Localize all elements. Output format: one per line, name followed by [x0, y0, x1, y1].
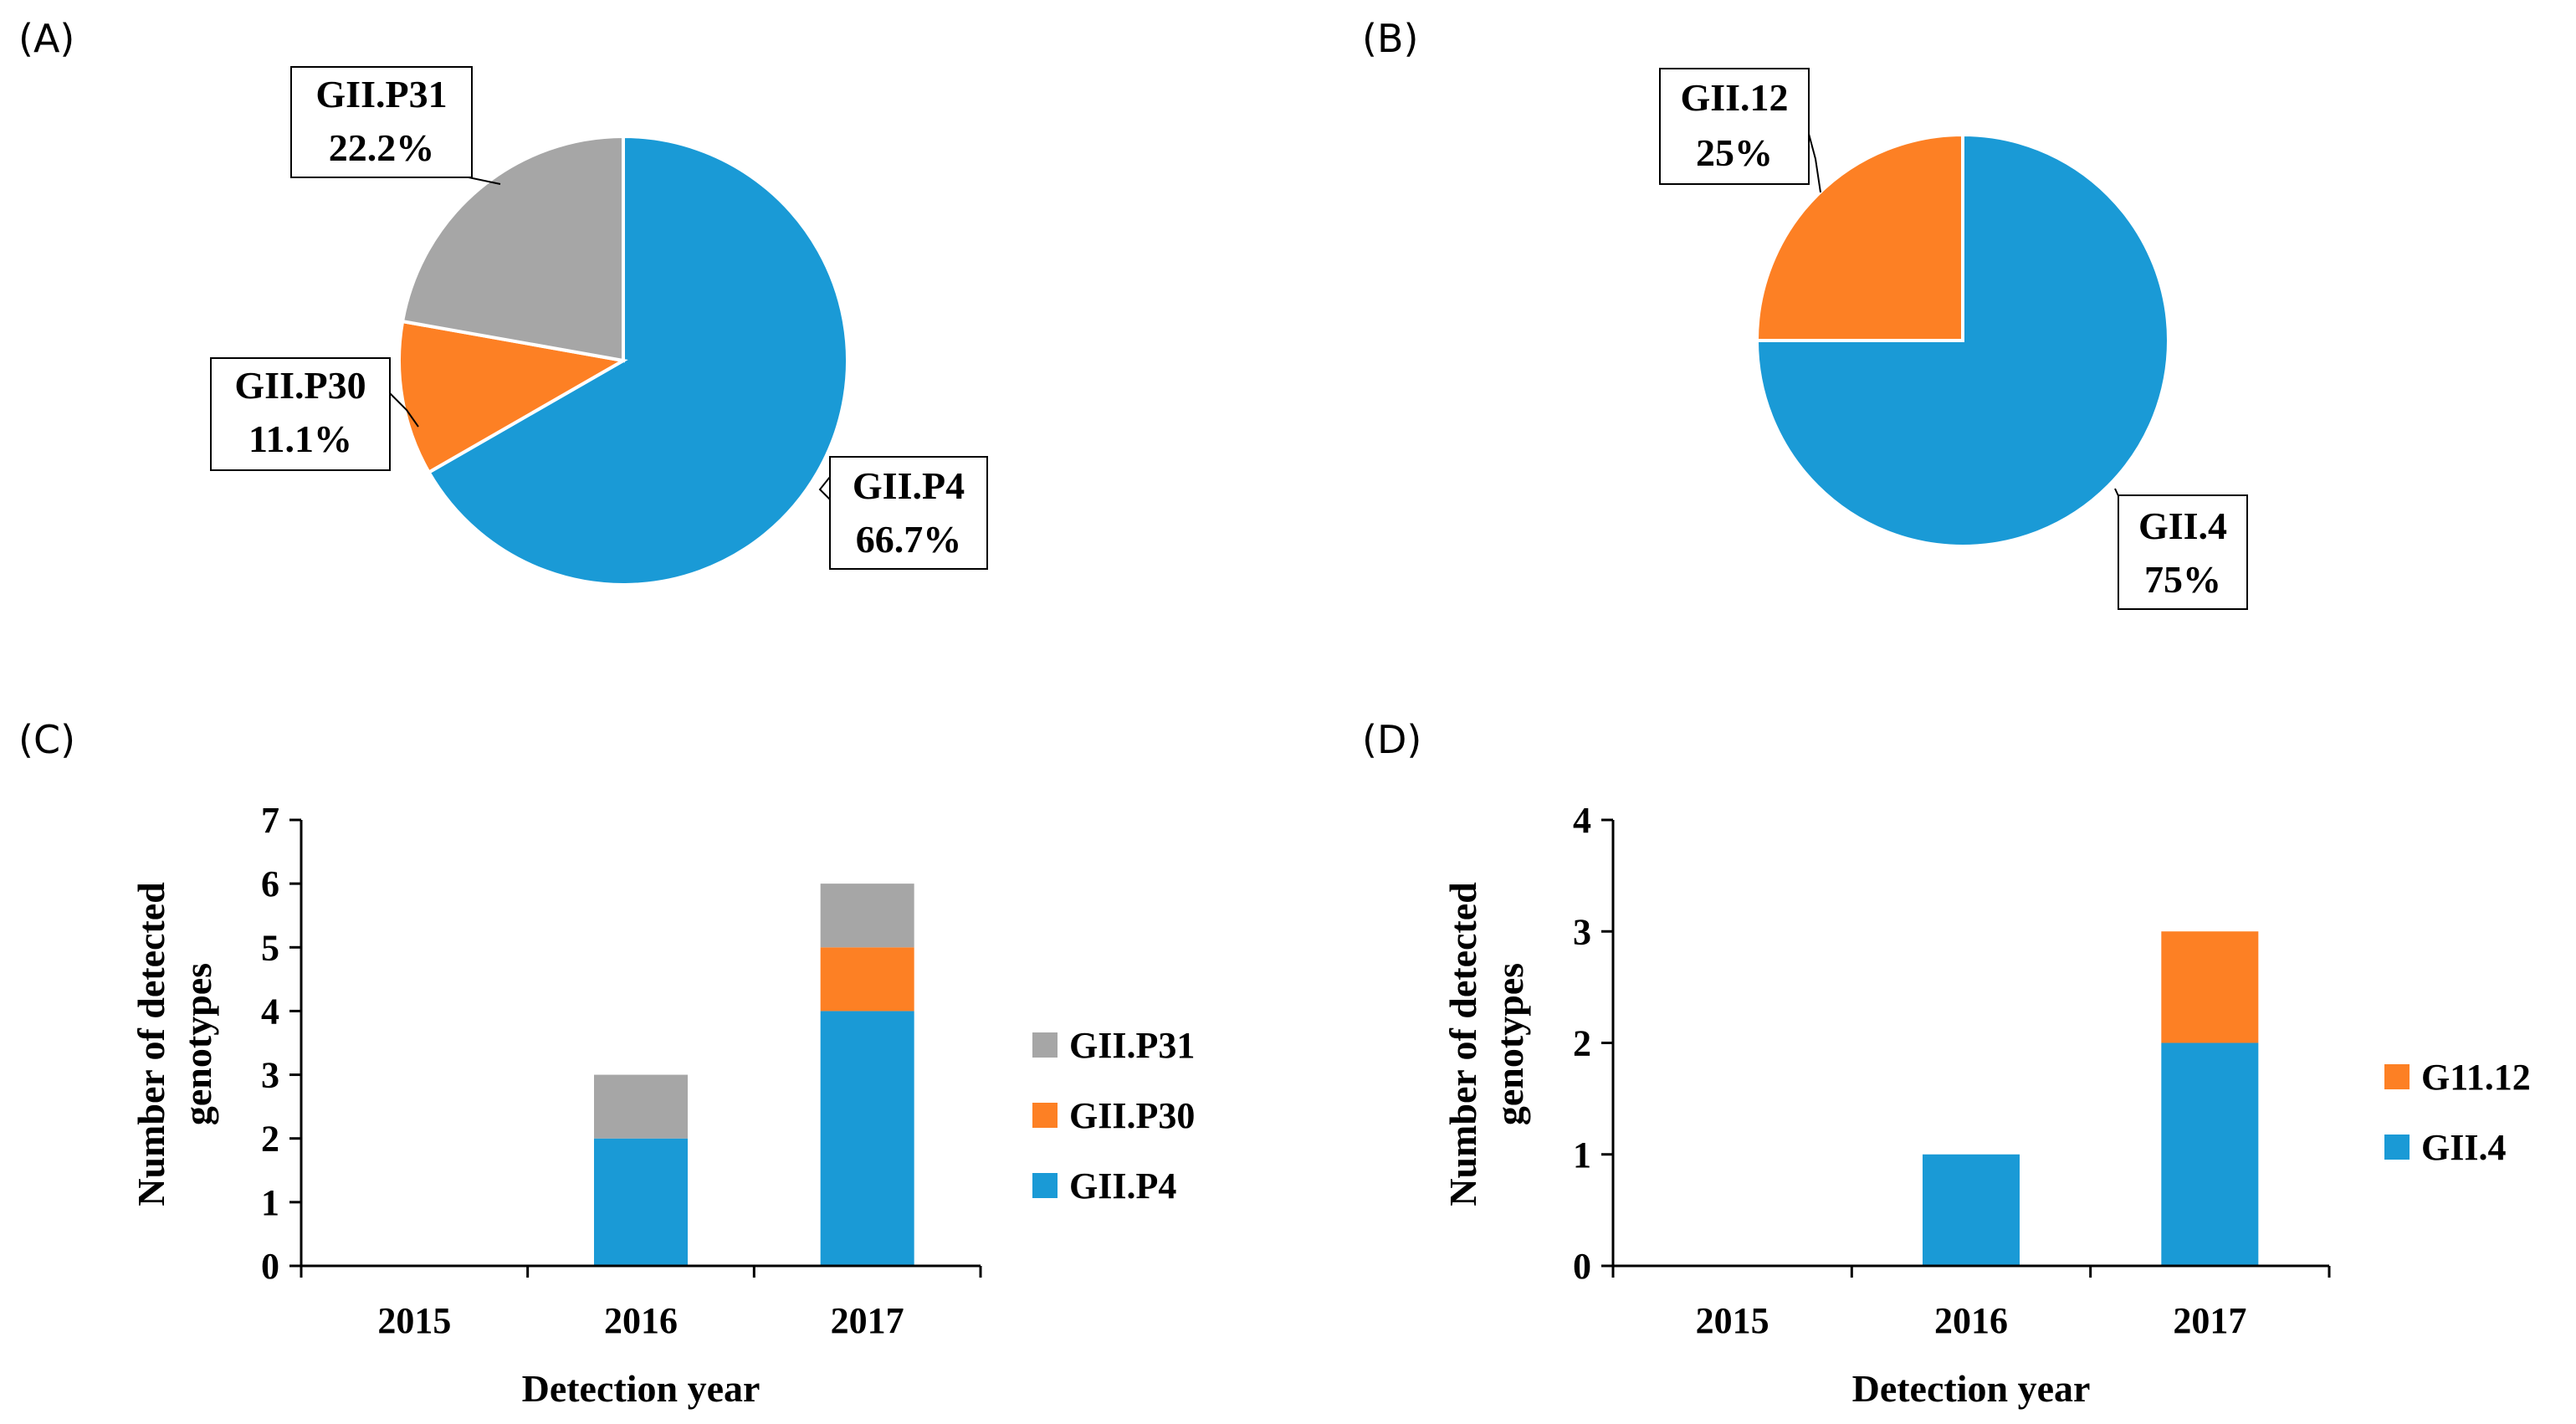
- bar-gii-4-2016: [1923, 1154, 2020, 1266]
- pie-b-callouts: GII.12 25% GII.4 75%: [1659, 68, 2248, 610]
- callout-percent-gii-p31: 22.2%: [329, 126, 435, 169]
- legend-c: GII.P31 GII.P30 GII.P4: [1032, 1025, 1195, 1206]
- y-tick-label: 5: [261, 927, 279, 968]
- callout-box-gii-p4: [829, 456, 988, 570]
- legend-swatch-gii-p30: [1032, 1103, 1058, 1128]
- callout-leader-gii-p30: [389, 392, 419, 428]
- y-tick-label: 0: [1573, 1246, 1591, 1287]
- callout-label-gii-12: GII.12: [1680, 76, 1788, 119]
- y-tick-label: 3: [1573, 911, 1591, 952]
- y-axis-title-c-line1: Number of detected: [130, 882, 172, 1206]
- y-tick-label: 3: [261, 1055, 279, 1096]
- callout-label-gii-p4: GII.P4: [853, 464, 965, 507]
- y-tick-label: 6: [261, 863, 279, 904]
- callout-percent-gii-12: 25%: [1696, 131, 1773, 174]
- callout-label-gii-p30: GII.P30: [234, 364, 366, 407]
- legend-swatch-gii-p4: [1032, 1173, 1058, 1198]
- legend-label-g11-12: G11.12: [2421, 1057, 2531, 1098]
- panel-label-c: (C): [18, 717, 75, 762]
- panel-label-b: (B): [1362, 16, 1418, 61]
- bar-gii-4-2017: [2161, 1042, 2259, 1266]
- x-tick-label: 2015: [1696, 1300, 1769, 1341]
- x-axis-title-c: Detection year: [522, 1367, 761, 1410]
- x-axis-title-d: Detection year: [1852, 1367, 2091, 1410]
- pie-slice-gii-4: [1754, 132, 2170, 548]
- pie-slice-gii-p30: [397, 319, 628, 475]
- y-tick-label: 2: [261, 1119, 279, 1160]
- y-tick-label: 2: [1573, 1023, 1591, 1064]
- pie-chart-a: [397, 134, 849, 587]
- bar-gii-p30-2017: [820, 947, 914, 1012]
- callout-box-gii-p31: [290, 66, 473, 178]
- x-tick-label: 2017: [2173, 1300, 2246, 1341]
- bar-gii-p31-2016: [594, 1074, 688, 1139]
- bar-chart-d: 0 1 2 3 4 2015 2016 2017: [1573, 800, 2331, 1341]
- y-tick-label: 4: [1573, 800, 1591, 841]
- pie-chart-b: [1754, 132, 2170, 548]
- callout-label-gii-p31: GII.P31: [315, 73, 447, 115]
- callout-leader-gii-12: [1808, 133, 1821, 193]
- pie-slice-gii-12: [1754, 132, 1964, 342]
- pie-slice-gii-p31: [400, 134, 625, 363]
- bar-g11-12-2017: [2161, 931, 2259, 1043]
- callout-box-gii-12: [1659, 68, 1810, 185]
- callout-percent-gii-p30: 11.1%: [248, 417, 352, 460]
- x-tick-label: 2016: [604, 1300, 678, 1341]
- pie-a-callouts: GII.P31 22.2% GII.P30 11.1% GII.P4 66.7%: [210, 66, 988, 570]
- y-axis-title-d-line2: genotypes: [1488, 963, 1531, 1125]
- callout-percent-gii-p4: 66.7%: [856, 518, 962, 561]
- y-tick-label: 4: [261, 991, 279, 1032]
- pie-slice-gii-p4: [426, 134, 849, 587]
- bar-gii-p31-2017: [820, 884, 914, 948]
- y-axis-title-c-line2: genotypes: [177, 963, 219, 1125]
- legend-d: G11.12 GII.4: [2384, 1057, 2531, 1168]
- y-axis-title-d-line1: Number of detected: [1442, 882, 1484, 1206]
- bar-gii-p4-2016: [594, 1138, 688, 1266]
- legend-swatch-g11-12: [2384, 1064, 2410, 1089]
- callout-leader-gii-p4: [818, 476, 833, 503]
- callout-box-gii-p30: [210, 357, 391, 471]
- x-tick-label: 2015: [377, 1300, 451, 1341]
- callout-percent-gii-4: 75%: [2144, 558, 2221, 601]
- legend-label-gii-p4: GII.P4: [1069, 1165, 1176, 1206]
- legend-label-gii-4: GII.4: [2421, 1127, 2506, 1168]
- bar-chart-c: 0 1 2 3 4 5 6 7 2015 2016 2017: [261, 800, 982, 1341]
- x-tick-label: 2017: [831, 1300, 904, 1341]
- y-tick-label: 7: [261, 800, 279, 841]
- legend-label-gii-p30: GII.P30: [1069, 1095, 1195, 1136]
- callout-label-gii-4: GII.4: [2138, 505, 2227, 547]
- y-tick-label: 1: [261, 1182, 279, 1223]
- callout-box-gii-4: [2118, 494, 2248, 610]
- legend-swatch-gii-4: [2384, 1135, 2410, 1160]
- bar-gii-p4-2017: [820, 1011, 914, 1266]
- x-tick-label: 2016: [1934, 1300, 2008, 1341]
- y-tick-label: 1: [1573, 1135, 1591, 1176]
- panel-label-a: (A): [18, 16, 74, 61]
- y-tick-label: 0: [261, 1246, 279, 1287]
- panel-label-d: (D): [1362, 717, 1421, 762]
- legend-label-gii-p31: GII.P31: [1069, 1025, 1195, 1066]
- legend-swatch-gii-p31: [1032, 1032, 1058, 1058]
